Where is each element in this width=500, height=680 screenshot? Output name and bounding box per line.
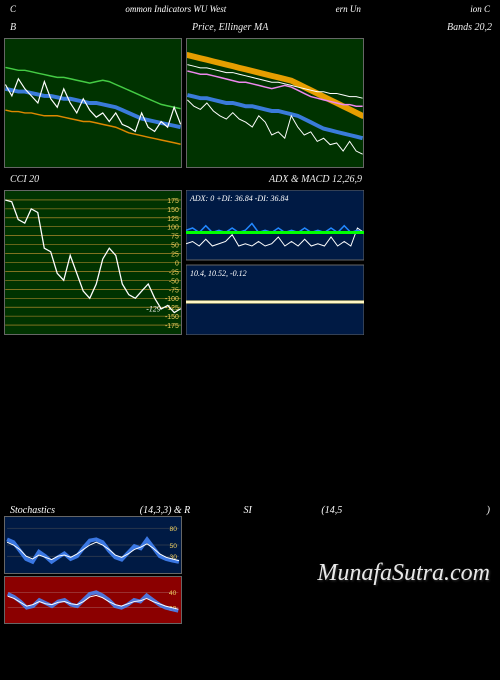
header-right2: ion C — [470, 4, 490, 14]
si-params: (14,5 — [321, 505, 342, 516]
svg-text:-150: -150 — [165, 314, 179, 321]
header-right1: ern Un — [336, 4, 361, 14]
bands-label: Bands 20,2 — [368, 18, 498, 38]
svg-text:100: 100 — [167, 225, 179, 232]
svg-text:10.4, 10.52, -0.12: 10.4, 10.52, -0.12 — [190, 269, 247, 278]
page-header: C ommon Indicators WU West ern Un ion C — [0, 0, 500, 18]
stochastics-bot-chart: 4020 — [4, 576, 182, 624]
svg-text:-100: -100 — [165, 296, 179, 303]
svg-text:40: 40 — [169, 590, 177, 597]
svg-text:-129: -129 — [146, 305, 160, 314]
header-center: ommon Indicators WU West — [125, 4, 226, 14]
si-paren: ) — [487, 505, 490, 516]
bollinger-chart — [4, 38, 182, 168]
si-label: SI — [244, 505, 252, 516]
charts-row-1: B Price, Ellinger MA Bands 20,2 — [0, 18, 500, 168]
stochastics-params: (14,3,3) & R — [140, 505, 191, 516]
adx-macd-chart: ADX: 0 +DI: 36.84 -DI: 36.8410.4, 10.52,… — [186, 190, 364, 335]
svg-text:125: 125 — [167, 216, 179, 223]
price-ma-title: Price, Ellinger MA — [186, 18, 364, 38]
bollinger-title: B — [4, 18, 182, 38]
svg-text:25: 25 — [171, 252, 179, 259]
adx-macd-title: ADX & MACD 12,26,9 — [186, 170, 364, 190]
header-left: C — [10, 4, 16, 14]
svg-text:50: 50 — [169, 543, 177, 550]
svg-text:80: 80 — [169, 526, 177, 533]
cci-title: CCI 20 — [4, 170, 182, 190]
svg-text:-50: -50 — [169, 278, 179, 285]
svg-text:150: 150 — [167, 207, 179, 214]
svg-text:175: 175 — [167, 198, 179, 205]
price-ma-chart — [186, 38, 364, 168]
stochastics-title: Stochastics — [10, 505, 55, 516]
svg-text:75: 75 — [171, 234, 179, 241]
svg-text:50: 50 — [171, 243, 179, 250]
svg-text:-75: -75 — [169, 287, 179, 294]
cci-chart: 1751501251007550250-25-50-75-100-125-150… — [4, 190, 182, 335]
charts-row-2: CCI 20 1751501251007550250-25-50-75-100-… — [0, 170, 500, 335]
svg-text:-175: -175 — [165, 323, 179, 330]
svg-text:0: 0 — [175, 260, 179, 267]
watermark: MunafaSutra.com — [317, 560, 490, 587]
svg-text:ADX: 0 +DI: 36.84 -DI: 36.: ADX: 0 +DI: 36.84 -DI: 36.84 — [189, 194, 289, 203]
svg-text:-25: -25 — [169, 269, 179, 276]
stochastics-top-chart: 805030 — [4, 516, 182, 574]
